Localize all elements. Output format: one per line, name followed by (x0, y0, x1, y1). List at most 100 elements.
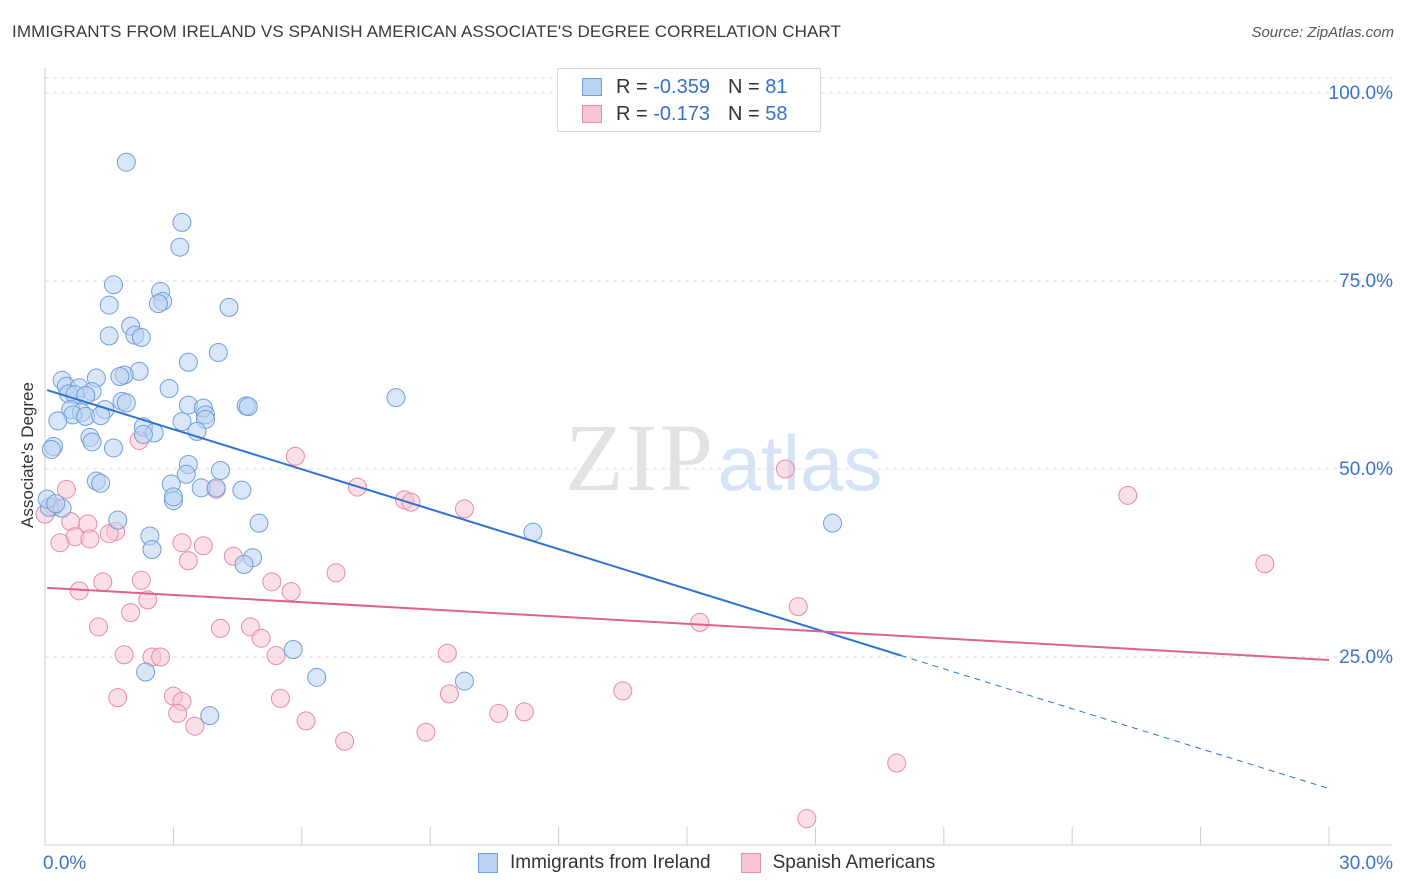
legend-label-spanish: Spanish Americans (772, 852, 936, 873)
data-point-ireland (116, 152, 136, 172)
y-axis-label: Associate's Degree (18, 382, 37, 528)
data-point-spanish (281, 582, 301, 602)
legend-row-spanish: R = -0.173 N = 58 (582, 101, 787, 127)
data-point-ireland (131, 327, 151, 347)
data-point-spanish (151, 647, 171, 667)
trend-lines (46, 389, 1330, 790)
data-point-ireland (178, 352, 198, 372)
data-point-spanish (131, 570, 151, 590)
ireland-points (37, 152, 843, 726)
data-point-spanish (1118, 485, 1138, 505)
data-point-ireland (200, 706, 220, 726)
legend-n-label: N = (727, 102, 760, 125)
data-point-spanish (788, 597, 808, 617)
stats-legend: R = -0.359 N = 81 R = -0.173 N = 58 (557, 68, 821, 132)
data-point-spanish (193, 536, 213, 556)
watermark-zip: ZIP (565, 404, 715, 511)
data-point-spanish (114, 645, 134, 665)
data-point-ireland (386, 388, 406, 408)
data-point-spanish (1255, 554, 1275, 574)
data-point-spanish (489, 703, 509, 723)
legend-n-label: N = (727, 75, 760, 98)
data-point-spanish (56, 479, 76, 499)
data-point-spanish (270, 688, 290, 708)
data-point-ireland (46, 494, 66, 514)
data-point-spanish (514, 702, 534, 722)
data-point-spanish (138, 590, 158, 610)
legend-n-value: 81 (765, 75, 788, 98)
data-point-spanish (80, 529, 100, 549)
data-point-spanish (326, 563, 346, 583)
data-point-ireland (99, 326, 119, 346)
source-note: Source: ZipAtlas.com (1251, 24, 1394, 41)
x-tick-label: 0.0% (43, 853, 86, 874)
legend-row-ireland: R = -0.359 N = 81 (582, 74, 787, 100)
data-point-spanish (121, 603, 141, 623)
data-point-spanish (613, 681, 633, 701)
data-point-ireland (234, 555, 254, 575)
data-point-ireland (103, 275, 123, 295)
data-point-ireland (110, 367, 130, 387)
data-point-ireland (136, 662, 156, 682)
data-point-ireland (176, 464, 196, 484)
data-point-spanish (416, 722, 436, 742)
data-point-ireland (283, 639, 303, 659)
data-point-ireland (172, 412, 192, 432)
data-point-ireland (210, 461, 230, 481)
data-point-spanish (251, 628, 271, 648)
data-point-ireland (206, 478, 226, 498)
data-point-ireland (41, 439, 61, 459)
data-point-ireland (148, 294, 168, 314)
spanish-americans-points (35, 430, 1275, 829)
data-point-ireland (133, 424, 153, 444)
data-point-ireland (82, 432, 102, 452)
data-point-ireland (208, 342, 228, 362)
legend-r-value: -0.173 (653, 102, 710, 125)
data-point-ireland (103, 438, 123, 458)
series-legend: Immigrants from Ireland Spanish American… (478, 852, 965, 874)
data-point-ireland (172, 212, 192, 232)
data-point-spanish (108, 688, 128, 708)
legend-swatch-ireland (478, 853, 498, 873)
data-point-ireland (454, 671, 474, 691)
legend-n-value: 58 (765, 102, 788, 125)
data-point-spanish (775, 459, 795, 479)
data-point-spanish (93, 572, 113, 592)
data-point-spanish (454, 499, 474, 519)
data-point-spanish (887, 753, 907, 773)
data-point-spanish (168, 703, 188, 723)
data-point-ireland (219, 297, 239, 317)
data-point-ireland (170, 237, 190, 257)
data-point-ireland (142, 539, 162, 559)
trend-line-ireland-extension (900, 655, 1330, 790)
data-point-spanish (437, 643, 457, 663)
y-tick-label: 25.0% (1339, 647, 1393, 668)
data-point-ireland (238, 397, 258, 417)
data-point-ireland (108, 510, 128, 530)
legend-r-value: -0.359 (653, 75, 710, 98)
data-point-spanish (178, 551, 198, 571)
legend-swatch-spanish (740, 853, 761, 873)
legend-item-ireland[interactable]: Immigrants from Ireland (478, 852, 711, 874)
data-point-spanish (335, 731, 355, 751)
data-point-spanish (797, 809, 817, 829)
data-point-spanish (50, 533, 70, 553)
axes (44, 68, 1392, 846)
data-point-spanish (185, 716, 205, 736)
data-point-ireland (91, 473, 111, 493)
y-tick-label: 75.0% (1339, 271, 1393, 292)
data-point-ireland (163, 487, 183, 507)
data-point-ireland (232, 480, 252, 500)
data-point-ireland (48, 411, 68, 431)
y-tick-label: 100.0% (1329, 83, 1394, 104)
legend-item-spanish[interactable]: Spanish Americans (740, 852, 936, 874)
watermark-atlas: atlas (718, 419, 883, 507)
legend-label-ireland: Immigrants from Ireland (510, 852, 711, 873)
data-point-spanish (210, 618, 230, 638)
data-point-spanish (89, 617, 108, 637)
data-point-spanish (439, 684, 459, 704)
data-point-spanish (99, 524, 119, 544)
data-point-ireland (249, 513, 269, 533)
watermark: ZIP atlas (565, 404, 882, 511)
